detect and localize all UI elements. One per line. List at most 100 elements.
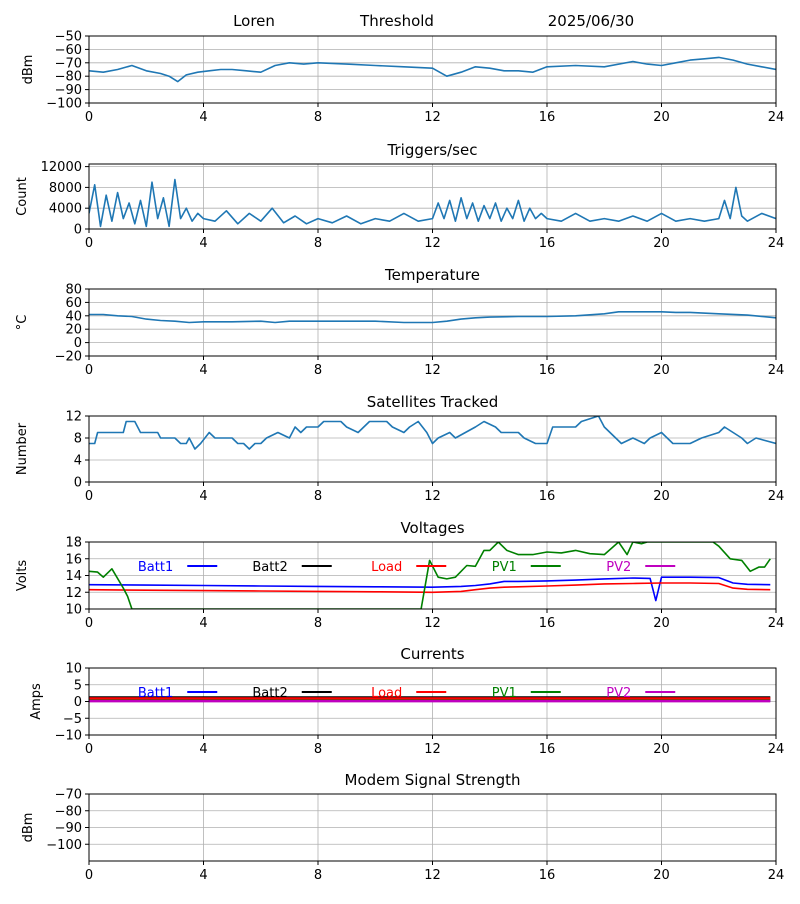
x-tick-label: 16 [539, 742, 556, 757]
x-tick-label: 12 [424, 868, 441, 883]
y-axis-label: Number [15, 422, 30, 475]
x-tick-label: 12 [424, 363, 441, 378]
y-tick-label: 16 [65, 552, 82, 567]
x-tick-label: 8 [314, 489, 322, 504]
y-tick-label: 60 [65, 296, 82, 311]
y-axis-label: Amps [29, 683, 44, 720]
x-tick-label: 20 [653, 742, 670, 757]
y-tick-label: −90 [55, 821, 82, 836]
x-tick-label: 16 [539, 616, 556, 631]
y-tick-label: −90 [55, 83, 82, 98]
y-axis-label: dBm [21, 813, 36, 843]
x-tick-label: 24 [768, 742, 785, 757]
x-tick-label: 0 [85, 363, 93, 378]
y-tick-label: −50 [55, 30, 82, 45]
y-tick-label: 12 [65, 410, 82, 425]
x-tick-label: 4 [199, 236, 207, 251]
chart-panel-signal: 0 4 8 12 16 20 24 −50−60−70−80−90−100 dBm [21, 30, 784, 126]
x-tick-label: 4 [199, 868, 207, 883]
y-tick-label: 8000 [49, 181, 82, 196]
chart-date: 2025/06/30 [548, 12, 634, 30]
chart-mode: Threshold [359, 12, 434, 30]
legend-label-batt2: Batt2 [252, 686, 287, 701]
y-tick-label: 5 [74, 678, 82, 693]
y-tick-label: 40 [65, 309, 82, 324]
y-tick-label: −20 [55, 350, 82, 365]
x-tick-label: 24 [768, 110, 785, 125]
x-tick-label: 16 [539, 489, 556, 504]
y-tick-label: 4000 [49, 202, 82, 217]
x-tick-label: 24 [768, 489, 785, 504]
chart-title: Currents [400, 645, 464, 663]
y-axis-label: dBm [21, 55, 36, 85]
x-tick-label: 8 [314, 616, 322, 631]
legend-label-pv2: PV2 [606, 560, 631, 575]
y-tick-label: −5 [63, 712, 82, 727]
x-tick-label: 12 [424, 616, 441, 631]
x-tick-label: 20 [653, 363, 670, 378]
x-tick-label: 4 [199, 489, 207, 504]
legend-label-pv1: PV1 [492, 560, 517, 575]
legend-label-load: Load [371, 560, 402, 575]
x-tick-label: 12 [424, 489, 441, 504]
x-tick-label: 0 [85, 742, 93, 757]
y-tick-label: 0 [74, 695, 82, 710]
station-name: Loren [233, 12, 275, 30]
y-tick-label: −70 [55, 56, 82, 71]
x-tick-label: 24 [768, 616, 785, 631]
x-tick-label: 8 [314, 742, 322, 757]
chart-title: Modem Signal Strength [345, 771, 521, 789]
x-tick-label: 20 [653, 616, 670, 631]
x-tick-label: 20 [653, 489, 670, 504]
x-tick-label: 12 [424, 742, 441, 757]
series-line-batt1 [89, 576, 771, 602]
legend-label-pv2: PV2 [606, 686, 631, 701]
x-tick-label: 20 [653, 868, 670, 883]
y-tick-label: −60 [55, 43, 82, 58]
x-tick-label: 0 [85, 868, 93, 883]
legend-label-load: Load [371, 686, 402, 701]
y-axis-label: Count [15, 177, 30, 216]
x-tick-label: 24 [768, 363, 785, 378]
y-tick-label: 0 [74, 476, 82, 491]
x-tick-label: 8 [314, 363, 322, 378]
chart-panel-modem: 0 4 8 12 16 20 24 −70−80 −90 −100 Modem Signal Str… [21, 771, 784, 883]
chart-title: Temperature [384, 266, 480, 284]
x-tick-label: 20 [653, 110, 670, 125]
y-tick-label: −10 [55, 729, 82, 744]
legend-label-batt1: Batt1 [138, 560, 173, 575]
x-tick-label: 8 [314, 236, 322, 251]
y-tick-label: 0 [74, 223, 82, 238]
y-tick-label: 20 [65, 323, 82, 338]
x-tick-label: 16 [539, 363, 556, 378]
y-tick-label: −100 [46, 838, 82, 853]
x-tick-label: 0 [85, 489, 93, 504]
y-tick-label: 10 [65, 662, 82, 677]
y-tick-label: 12 [65, 586, 82, 601]
y-tick-label: 18 [65, 536, 82, 551]
series-line-load [89, 582, 771, 594]
x-tick-label: 8 [314, 110, 322, 125]
x-tick-label: 0 [85, 616, 93, 631]
chart-panel-satellites: 0 4 8 12 16 20 24 0 4 8 12 Satellites Tracked Number [15, 393, 784, 504]
x-tick-label: 0 [85, 236, 93, 251]
y-axis-label: °C [15, 315, 30, 331]
legend-label-batt2: Batt2 [252, 560, 287, 575]
legend-label-pv1: PV1 [492, 686, 517, 701]
x-tick-label: 24 [768, 236, 785, 251]
chart-title: Satellites Tracked [367, 393, 498, 411]
chart-title: Voltages [400, 519, 464, 537]
y-tick-label: 10 [65, 603, 82, 618]
y-tick-label: 14 [65, 569, 82, 584]
y-tick-label: 80 [65, 283, 82, 298]
chart-title: Triggers/sec [387, 141, 478, 159]
x-tick-label: 16 [539, 868, 556, 883]
y-tick-label: −100 [46, 97, 82, 112]
series-line-temperature [89, 310, 776, 324]
x-tick-label: 20 [653, 236, 670, 251]
